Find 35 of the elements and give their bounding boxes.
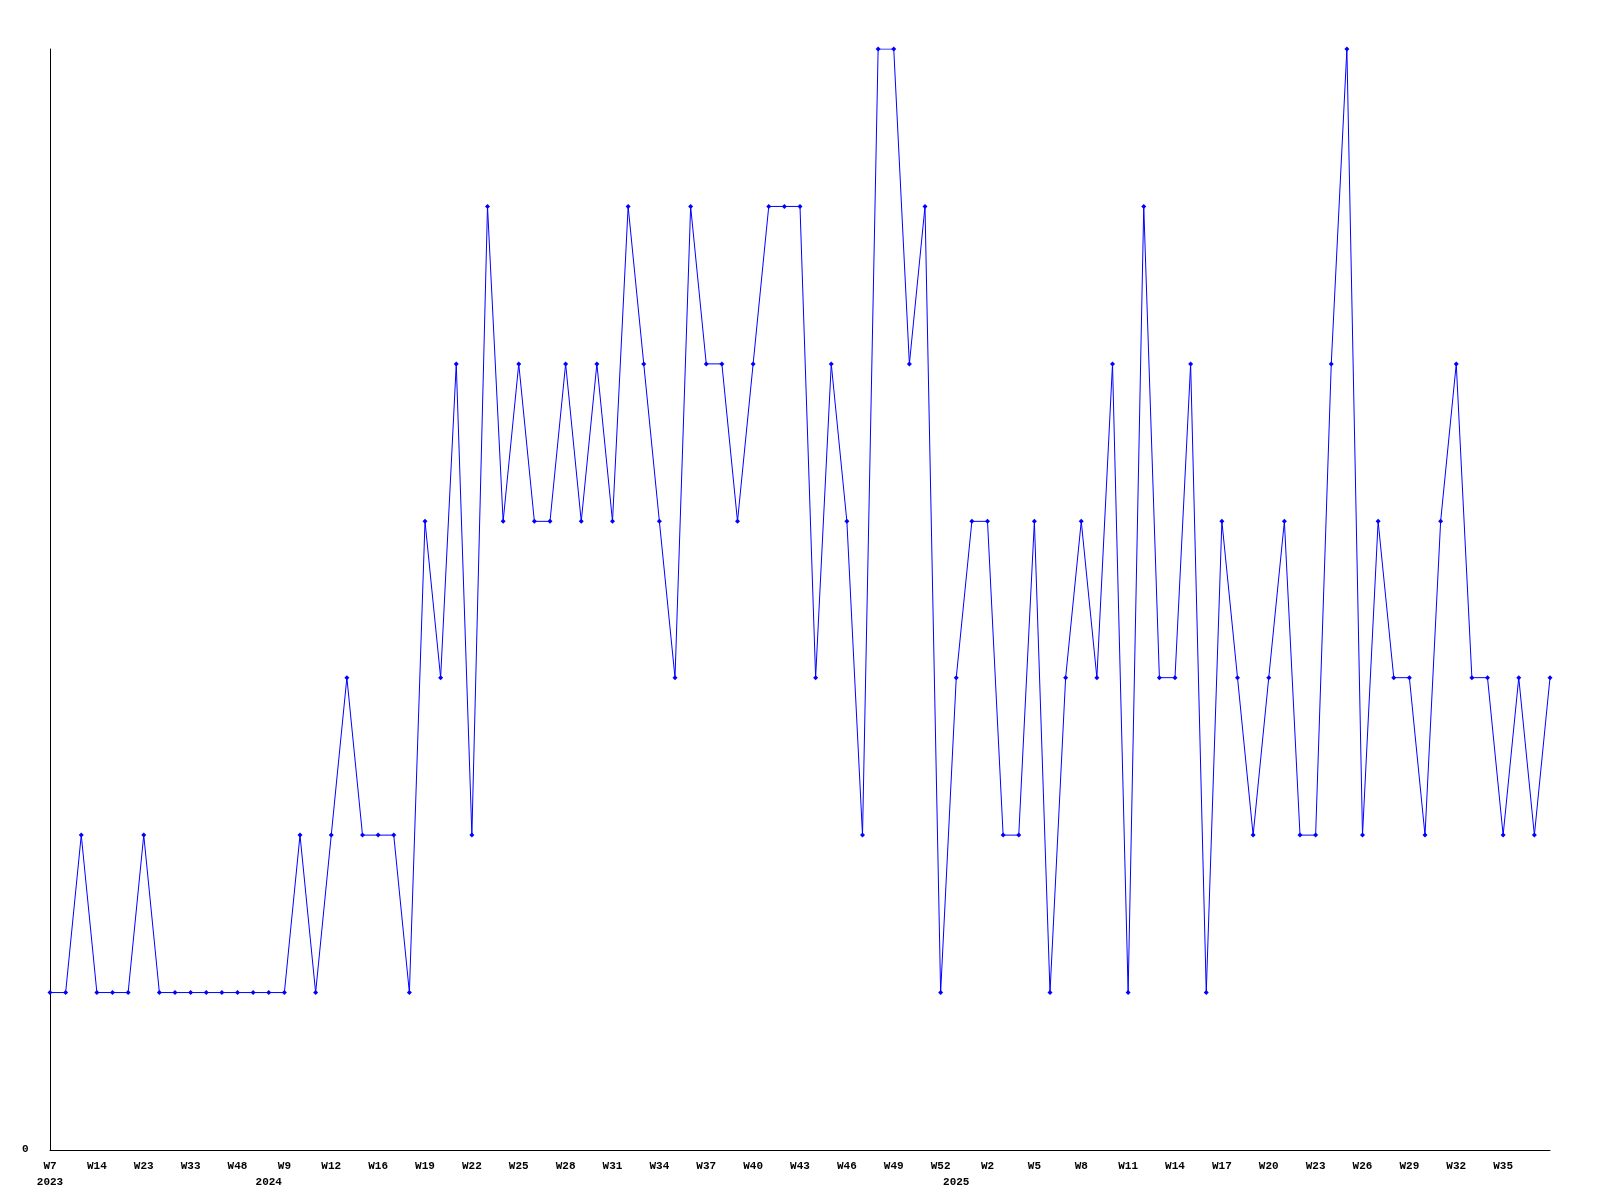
x-tick-label: W49: [883, 1160, 904, 1172]
x-tick-label: W37: [696, 1160, 717, 1172]
x-tick-label: W8: [1074, 1160, 1089, 1172]
x-tick-label: W46: [836, 1160, 857, 1172]
x-tick-label: W14: [86, 1160, 108, 1172]
x-tick-label: 2025: [943, 1176, 970, 1188]
x-tick-label: W26: [1352, 1160, 1373, 1172]
x-tick-label: W33: [180, 1160, 201, 1172]
x-tick-label: W23: [1305, 1160, 1326, 1172]
x-tick-label: W25: [508, 1160, 530, 1172]
x-tick-label: W5: [1027, 1160, 1042, 1172]
x-tick-label: W35: [1493, 1160, 1514, 1172]
x-tick-label: W20: [1258, 1160, 1279, 1172]
x-tick-label: W29: [1399, 1160, 1420, 1172]
x-tick-label: W40: [743, 1160, 764, 1172]
x-tick-label: W19: [415, 1160, 435, 1172]
text: 0: [22, 1142, 29, 1155]
x-tick-label: W14: [1165, 1160, 1186, 1172]
x-tick-label: W11: [1118, 1160, 1139, 1172]
x-tick-label: W12: [321, 1160, 342, 1172]
x-tick-label: W7 2023: [36, 1160, 64, 1188]
x-tick-label: W2: [980, 1160, 995, 1172]
x-tick-label: W32: [1446, 1160, 1467, 1172]
x-tick-label: W16: [368, 1160, 389, 1172]
x-tick-label: W28: [555, 1160, 576, 1172]
x-tick-label: W9: [277, 1160, 291, 1172]
x-tick-label: W23: [133, 1160, 155, 1172]
x-tick-label: 2024: [255, 1176, 283, 1188]
x-tick-label: W48: [227, 1160, 248, 1172]
x-tick-label: W31: [602, 1160, 623, 1172]
x-tick-label: W17: [1211, 1160, 1232, 1172]
x-tick-label: W34: [649, 1160, 670, 1172]
x-tick-label: W22: [461, 1160, 482, 1172]
x-tick-label: W43: [790, 1160, 811, 1172]
x-tick-label: W52: [930, 1160, 951, 1172]
